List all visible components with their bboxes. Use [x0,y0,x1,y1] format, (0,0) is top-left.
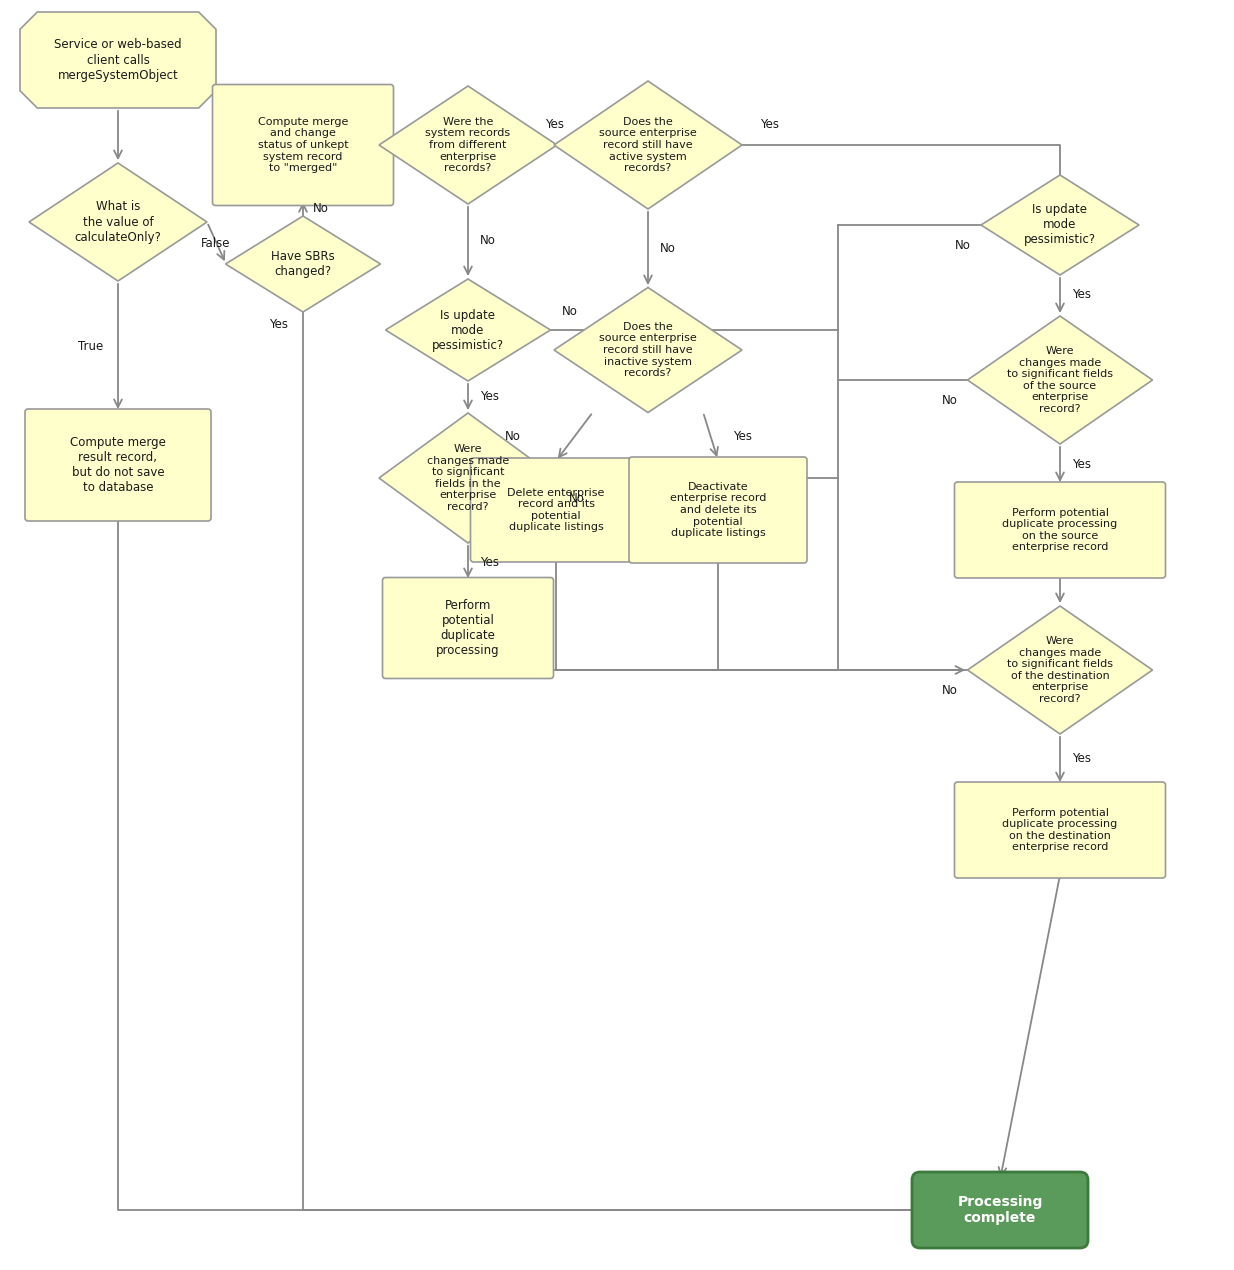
Text: Is update
mode
pessimistic?: Is update mode pessimistic? [1024,203,1096,246]
Text: Perform potential
duplicate processing
on the source
enterprise record: Perform potential duplicate processing o… [1002,508,1118,552]
Text: No: No [660,241,676,254]
Text: Yes: Yes [733,429,752,442]
FancyBboxPatch shape [25,409,211,521]
Polygon shape [30,163,207,281]
Text: No: No [955,239,971,251]
FancyBboxPatch shape [212,85,394,206]
Text: Yes: Yes [1072,288,1091,301]
Text: What is
the value of
calculateOnly?: What is the value of calculateOnly? [74,201,162,244]
Text: Compute merge
result record,
but do not save
to database: Compute merge result record, but do not … [70,436,165,494]
Text: Service or web-based
client calls
mergeSystemObject: Service or web-based client calls mergeS… [54,38,181,81]
Text: Deactivate
enterprise record
and delete its
potential
duplicate listings: Deactivate enterprise record and delete … [670,481,766,538]
Text: Yes: Yes [545,118,564,131]
Text: True: True [78,339,102,353]
Polygon shape [379,413,557,544]
Polygon shape [967,606,1153,734]
Text: Perform
potential
duplicate
processing: Perform potential duplicate processing [436,599,500,657]
Polygon shape [226,216,380,312]
Text: Have SBRs
changed?: Have SBRs changed? [271,250,334,278]
Text: Does the
source enterprise
record still have
inactive system
records?: Does the source enterprise record still … [600,321,697,378]
Text: False: False [201,237,231,250]
FancyBboxPatch shape [629,457,807,563]
Text: Were
changes made
to significant fields
of the destination
enterprise
record?: Were changes made to significant fields … [1007,636,1113,704]
Text: Yes: Yes [480,390,499,404]
Polygon shape [379,86,557,204]
Text: No: No [569,491,585,505]
Polygon shape [554,287,742,413]
FancyBboxPatch shape [470,458,642,563]
Text: No: No [505,429,521,442]
Polygon shape [20,11,216,108]
Text: Were
changes made
to significant
fields in the
enterprise
record?: Were changes made to significant fields … [427,444,510,512]
Polygon shape [385,279,550,381]
Text: Were
changes made
to significant fields
of the source
enterprise
record?: Were changes made to significant fields … [1007,345,1113,414]
Text: Delete enterprise
record and its
potential
duplicate listings: Delete enterprise record and its potenti… [507,488,605,532]
Text: Yes: Yes [269,318,288,330]
Text: Yes: Yes [1072,457,1091,470]
Text: No: No [942,685,958,697]
Text: Processing
complete: Processing complete [958,1195,1043,1226]
Text: Yes: Yes [1072,753,1091,766]
Polygon shape [554,81,742,210]
Text: Compute merge
and change
status of unkept
system record
to "merged": Compute merge and change status of unkep… [258,117,348,173]
FancyBboxPatch shape [383,578,554,678]
Text: Is update
mode
pessimistic?: Is update mode pessimistic? [432,309,503,352]
Polygon shape [967,316,1153,444]
FancyBboxPatch shape [955,483,1165,578]
Text: No: No [313,202,329,216]
Polygon shape [981,175,1139,276]
FancyBboxPatch shape [955,782,1165,878]
FancyBboxPatch shape [912,1172,1088,1248]
Text: No: No [561,305,578,318]
Text: Were the
system records
from different
enterprise
records?: Were the system records from different e… [426,117,511,173]
Text: Does the
source enterprise
record still have
active system
records?: Does the source enterprise record still … [600,117,697,173]
Text: No: No [942,394,958,406]
Text: Yes: Yes [760,118,779,131]
Text: Yes: Yes [480,555,499,569]
Text: No: No [480,235,496,248]
Text: Perform potential
duplicate processing
on the destination
enterprise record: Perform potential duplicate processing o… [1002,808,1118,852]
